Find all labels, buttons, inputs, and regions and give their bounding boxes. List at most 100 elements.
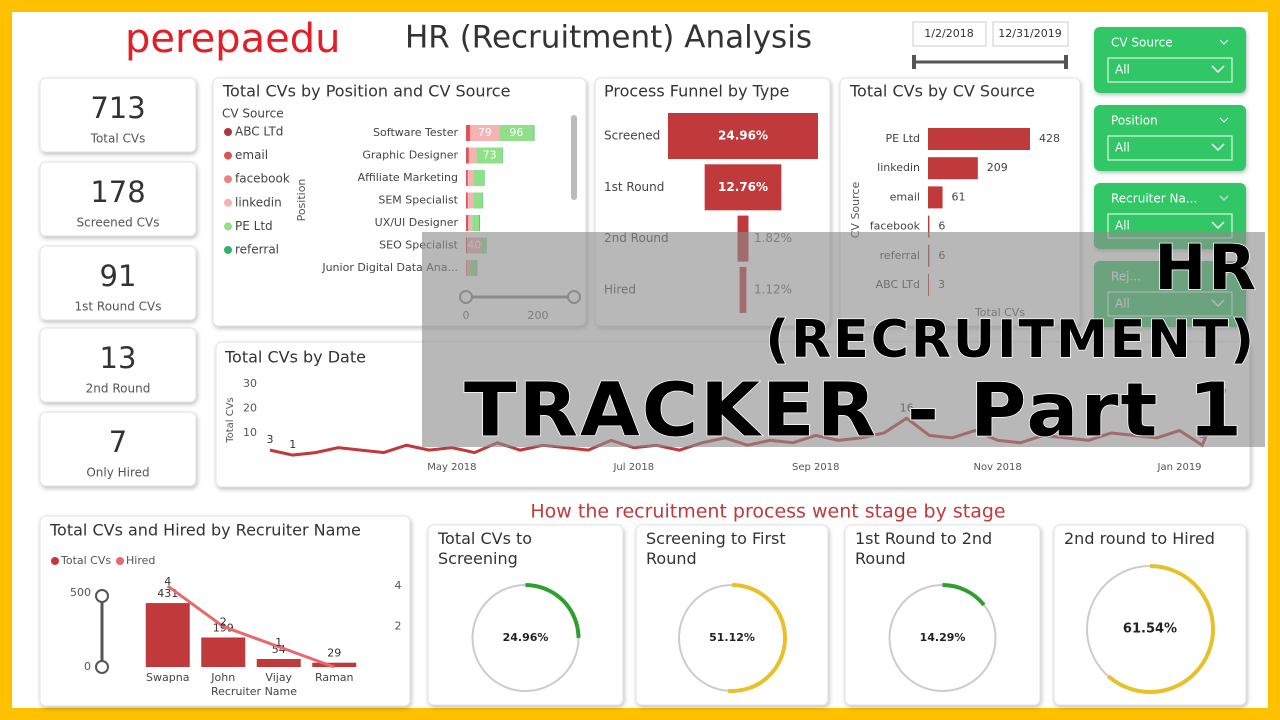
date-box[interactable] — [912, 21, 987, 47]
banner — [422, 232, 1265, 447]
banner-text: TRACKER - Part 1 — [464, 368, 1244, 454]
category-label: 1st Round — [604, 180, 664, 194]
data-label: 2 — [220, 616, 227, 629]
data-label: 96 — [509, 126, 523, 139]
kpi-card — [39, 327, 197, 403]
legend-label: ABC LTd — [235, 125, 283, 139]
date-end: 12/31/2019 — [998, 27, 1061, 40]
brand: perepaedu — [125, 16, 340, 62]
funnel-bar — [668, 113, 818, 159]
slider-handle[interactable] — [912, 55, 916, 69]
slider-handle — [95, 589, 109, 603]
y-tick-label: linkedin — [877, 161, 920, 174]
bar-segment — [469, 147, 477, 164]
x-tick-label: Raman — [315, 671, 354, 684]
bar-segment — [499, 125, 534, 141]
slicer[interactable] — [1094, 27, 1246, 93]
subtitle: How the recruitment process went stage b… — [530, 501, 1005, 523]
bar — [145, 603, 190, 667]
bar — [928, 128, 1030, 150]
x-tick-label: Swapna — [146, 671, 189, 684]
bar-segment — [470, 125, 500, 141]
legend-swatch — [224, 151, 232, 160]
data-label: 428 — [1039, 132, 1060, 145]
gauge-title: 2nd round to Hired — [1064, 529, 1215, 548]
data-label: 431 — [157, 587, 178, 600]
y-tick-label: 10 — [243, 426, 257, 439]
gauge-title-box: 2nd round to Hired — [1064, 529, 1215, 548]
chart-title: Total CVs by CV Source — [849, 82, 1035, 101]
y-tick-label: Affiliate Marketing — [358, 171, 458, 184]
bar-segment — [469, 125, 471, 141]
y-tick-label: Graphic Designer — [362, 149, 458, 162]
bar-segment — [473, 192, 483, 209]
kpi-label: Total CVs — [90, 132, 146, 146]
bar-segment — [533, 125, 535, 141]
legend-swatch — [116, 557, 124, 565]
legend-label: Hired — [126, 554, 155, 567]
data-label: 61 — [952, 190, 966, 203]
data-label: 29 — [327, 647, 341, 660]
gauge-title: 1st Round to 2nd Round — [855, 529, 993, 568]
kpi-card — [39, 161, 197, 237]
y-axis-label: CV Source — [849, 182, 862, 239]
y-tick-label: 20 — [243, 401, 257, 414]
chart-title: Process Funnel by Type — [604, 82, 789, 101]
gauge-title-box: Screening to First Round — [646, 529, 786, 568]
kpi-label: 2nd Round — [86, 382, 151, 396]
slicer-dropdown[interactable] — [1107, 57, 1233, 83]
banner-text: (RECRUITMENT) — [765, 310, 1256, 370]
date-box[interactable] — [992, 21, 1069, 47]
legend-title: CV Source — [222, 107, 284, 121]
slicer-value: All — [1115, 141, 1130, 155]
legend-swatch — [224, 222, 232, 231]
chart-title: Total CVs by Position and CV Source — [222, 82, 510, 101]
gauge-title-box: Total CVs to Screening — [438, 529, 532, 568]
bar-segment — [476, 147, 503, 164]
data-label: 209 — [987, 161, 1008, 174]
y-tick-label: email — [890, 190, 920, 203]
y2-tick-label: 4 — [395, 579, 402, 592]
slicer[interactable] — [1094, 105, 1246, 171]
legend-label: linkedin — [235, 195, 282, 209]
kpi-card — [39, 411, 197, 487]
page-title: HR (Recruitment) Analysis — [405, 20, 812, 56]
bar-segment — [468, 192, 474, 209]
chart-title: Total CVs by Date — [224, 348, 366, 367]
category-label: Screened — [604, 129, 660, 143]
legend-swatch — [224, 175, 232, 184]
x-tick-label: Sep 2018 — [792, 462, 839, 473]
slicer-dropdown[interactable] — [1107, 135, 1233, 161]
kpi-value: 178 — [90, 175, 145, 209]
scrollbar — [571, 115, 577, 200]
y2-tick-label: 2 — [395, 620, 402, 633]
x-tick-label: May 2018 — [427, 462, 476, 473]
gauge-label: 14.29% — [920, 631, 966, 644]
x-tick-label: Jul 2018 — [612, 462, 654, 473]
data-label: 4 — [164, 575, 171, 588]
data-label: 1 — [289, 438, 296, 451]
card — [39, 515, 411, 707]
y-tick-label: 30 — [243, 377, 257, 390]
chevron — [1219, 117, 1229, 123]
gauge-arc — [728, 583, 787, 693]
kpi-label: Only Hired — [86, 466, 149, 480]
kpi-value: 713 — [90, 91, 145, 125]
bar — [928, 186, 943, 209]
kpi-value: 13 — [100, 341, 137, 375]
data-label: 1 — [275, 636, 282, 649]
y-tick-label: 500 — [70, 586, 91, 599]
bar-segment — [466, 192, 468, 209]
data-label: 79 — [478, 126, 492, 139]
y-tick-label: facebook — [870, 220, 921, 233]
slider-handle[interactable] — [1064, 55, 1068, 69]
x-axis-label: Recruiter Name — [211, 685, 297, 698]
bar-segment — [468, 215, 473, 231]
slicer-value: All — [1115, 63, 1130, 77]
legend-label: Total CVs — [60, 554, 111, 567]
slicer-label: CV Source — [1111, 36, 1173, 50]
card — [1053, 524, 1247, 706]
bar-segment — [466, 125, 470, 141]
